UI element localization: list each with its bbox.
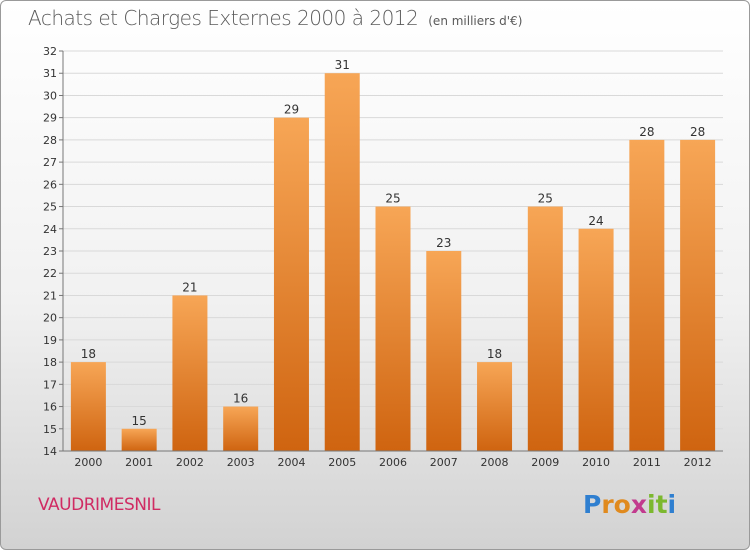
x-tick-label-2010: 2010 xyxy=(582,456,610,469)
data-label-2010: 24 xyxy=(588,214,603,228)
y-tick-label: 25 xyxy=(43,201,57,214)
data-label-2011: 28 xyxy=(639,125,654,139)
y-tick-label: 22 xyxy=(43,267,57,280)
x-tick-label-2001: 2001 xyxy=(125,456,153,469)
x-tick-label-2002: 2002 xyxy=(176,456,204,469)
proxiti-logo[interactable]: Proxiti xyxy=(583,490,676,519)
y-tick-label: 28 xyxy=(43,134,57,147)
bars: 18 15 21 16 29 31 25 23 18 25 24 28 28 xyxy=(70,58,716,452)
commune-name: VAUDRIMESNIL xyxy=(38,495,160,515)
x-tick-label-2005: 2005 xyxy=(328,456,356,469)
bar-2001 xyxy=(121,428,157,451)
data-label-2005: 31 xyxy=(335,58,350,72)
y-tick-label: 17 xyxy=(43,378,57,391)
x-tick-label-2004: 2004 xyxy=(277,456,305,469)
logo-letter: r xyxy=(601,490,614,519)
data-label-2009: 25 xyxy=(538,192,553,206)
logo-letter: x xyxy=(630,490,647,519)
logo-letter: t xyxy=(655,490,668,519)
x-tick-label-2009: 2009 xyxy=(531,456,559,469)
bar-2002 xyxy=(172,295,208,451)
logo-letter: i xyxy=(667,490,677,519)
chart-title-block: Achats et Charges Externes 2000 à 2012 (e… xyxy=(28,6,522,30)
chart-unit: (en milliers d'€) xyxy=(428,14,523,28)
y-tick-label: 26 xyxy=(43,178,57,191)
bar-2000 xyxy=(70,362,106,451)
bar-2004 xyxy=(273,117,309,452)
x-tick-label-2008: 2008 xyxy=(481,456,509,469)
bar-2005 xyxy=(324,73,360,451)
y-tick-label: 20 xyxy=(43,312,57,325)
y-tick-label: 31 xyxy=(43,67,57,80)
chart-title: Achats et Charges Externes 2000 à 2012 xyxy=(28,6,419,30)
data-label-2003: 16 xyxy=(233,392,248,406)
y-tick-label: 19 xyxy=(43,334,57,347)
bar-2007 xyxy=(426,251,462,451)
data-label-2001: 15 xyxy=(132,414,147,428)
y-tick-label: 14 xyxy=(43,445,57,458)
logo-letter: P xyxy=(583,490,602,519)
x-tick-label-2000: 2000 xyxy=(74,456,102,469)
data-label-2004: 29 xyxy=(284,103,299,117)
y-tick-label: 15 xyxy=(43,423,57,436)
bar-2010 xyxy=(578,228,614,451)
x-tick-label-2011: 2011 xyxy=(633,456,661,469)
data-label-2006: 25 xyxy=(385,192,400,206)
y-tick-label: 21 xyxy=(43,289,57,302)
y-tick-label: 32 xyxy=(43,45,57,58)
logo-letter: o xyxy=(613,490,631,519)
x-tick-label-2007: 2007 xyxy=(430,456,458,469)
y-tick-label: 24 xyxy=(43,223,57,236)
data-label-2007: 23 xyxy=(436,236,451,250)
x-tick-label-2012: 2012 xyxy=(684,456,712,469)
bar-2003 xyxy=(223,406,259,451)
data-label-2008: 18 xyxy=(487,347,502,361)
axes: 14 15 16 17 18 19 20 21 22 23 24 25 26 27 28 29 30 31 32 20… xyxy=(43,45,723,469)
y-tick-label: 29 xyxy=(43,112,57,125)
x-tick-label-2003: 2003 xyxy=(227,456,255,469)
bar-2008 xyxy=(477,362,513,451)
data-label-2002: 21 xyxy=(182,280,197,294)
x-tick-label-2006: 2006 xyxy=(379,456,407,469)
logo-letter: i xyxy=(647,490,656,519)
y-tick-label: 27 xyxy=(43,156,57,169)
y-tick-label: 30 xyxy=(43,89,57,102)
y-tick-label: 18 xyxy=(43,356,57,369)
data-label-2000: 18 xyxy=(81,347,96,361)
bar-2006 xyxy=(375,206,411,451)
bar-2012 xyxy=(680,139,716,451)
bar-2009 xyxy=(527,206,563,451)
y-tick-label: 16 xyxy=(43,401,57,414)
y-tick-label: 23 xyxy=(43,245,57,258)
data-label-2012: 28 xyxy=(690,125,705,139)
bar-2011 xyxy=(629,139,665,451)
